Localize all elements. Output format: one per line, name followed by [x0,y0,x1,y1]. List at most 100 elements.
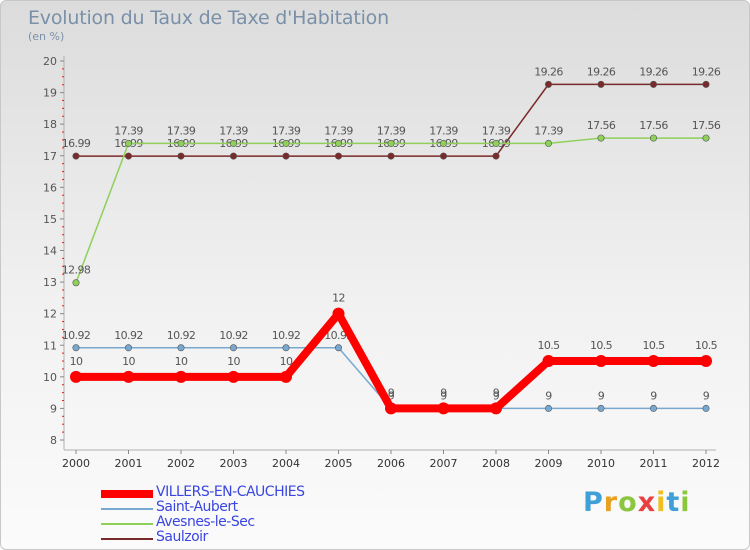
data-label: 10.5 [590,339,613,352]
y-tick-label: 13 [43,276,57,289]
data-label: 10.5 [537,339,560,352]
logo-letter: P [583,487,604,518]
logo-letter: i [680,487,691,518]
data-label: 17.56 [639,119,668,132]
data-point [597,80,605,88]
data-label: 10.5 [695,339,718,352]
data-point [700,355,712,368]
data-label: 10.92 [114,329,143,342]
x-tick-label: 2007 [430,457,458,470]
data-point [702,134,710,142]
data-point [385,402,397,415]
data-point [72,344,80,352]
data-label: 9 [493,386,500,399]
data-point [544,139,552,147]
data-point [595,355,607,368]
data-point [72,279,80,287]
data-point [649,134,657,142]
data-label: 17.39 [324,124,353,137]
data-point [177,344,185,352]
data-label: 17.39 [377,124,406,137]
chart-title: Evolution du Taux de Taxe d'Habitation [28,7,389,29]
data-point [334,344,342,352]
data-label: 12.98 [62,264,91,277]
data-point [125,344,133,352]
data-label: 10.92 [62,329,91,342]
x-tick-label: 2010 [587,457,615,470]
data-point [492,152,500,160]
y-tick-label: 11 [43,339,57,352]
data-point [702,404,710,412]
x-tick-label: 2002 [167,457,195,470]
logo-letter: r [603,487,619,518]
data-label: 19.26 [639,65,668,78]
data-point [227,370,240,383]
data-label: 10.5 [642,339,665,352]
data-label: 10 [122,355,135,368]
logo-letter: o [618,487,638,518]
data-point [122,370,135,383]
data-point [544,80,552,88]
legend-swatch-avesnes [101,523,153,525]
data-point [175,370,187,383]
data-label: 9 [493,389,500,402]
data-point [280,370,292,383]
data-label: 9 [388,386,395,399]
legend-swatch-saulzoir [101,538,153,540]
y-tick-label: 12 [43,308,57,321]
data-point [125,139,133,147]
data-point [282,152,290,160]
x-tick-label: 2006 [377,457,405,470]
y-tick-label: 15 [43,213,57,226]
data-point [72,152,80,160]
data-label: 19.26 [534,65,563,78]
data-label: 17.56 [587,119,616,132]
data-point [597,404,605,412]
y-tick-label: 8 [50,434,57,447]
data-point [437,402,450,415]
x-tick-label: 2005 [325,457,353,470]
data-label: 9 [703,389,710,402]
data-point [649,404,657,412]
data-label: 12 [332,292,345,305]
data-label: 10 [280,355,293,368]
data-point [230,152,238,160]
y-tick-label: 10 [43,371,57,384]
data-label: 10.92 [219,329,248,342]
data-point [649,80,657,88]
data-label: 10 [70,355,83,368]
data-point [334,139,342,147]
logo-letter: x [637,487,657,518]
data-label: 10.92 [272,329,301,342]
data-point [230,344,238,352]
y-tick-label: 20 [43,55,57,68]
y-tick-label: 14 [43,245,57,258]
data-label: 17.39 [272,124,301,137]
data-point [177,152,185,160]
data-point [177,139,185,147]
data-point [70,370,82,383]
data-point [387,139,395,147]
data-label: 9 [440,389,447,402]
logo-letter: t [666,487,681,518]
x-tick-label: 2008 [482,457,510,470]
data-point [230,139,238,147]
data-label: 10 [175,355,188,368]
data-label: 10.92 [167,329,196,342]
data-label: 9 [545,389,552,402]
data-label: 19.26 [692,65,721,78]
data-point [387,152,395,160]
data-point [702,80,710,88]
proxiti-logo: Proxiti [583,487,691,518]
legend-swatch-saint-aubert [101,508,153,510]
y-tick-label: 18 [43,118,57,131]
series-line [75,137,706,283]
y-tick-label: 16 [43,181,57,194]
x-tick-label: 2009 [535,457,563,470]
data-label: 17.39 [429,124,458,137]
data-label: 16.99 [62,137,91,150]
data-point [490,402,502,415]
data-label: 9 [440,386,447,399]
